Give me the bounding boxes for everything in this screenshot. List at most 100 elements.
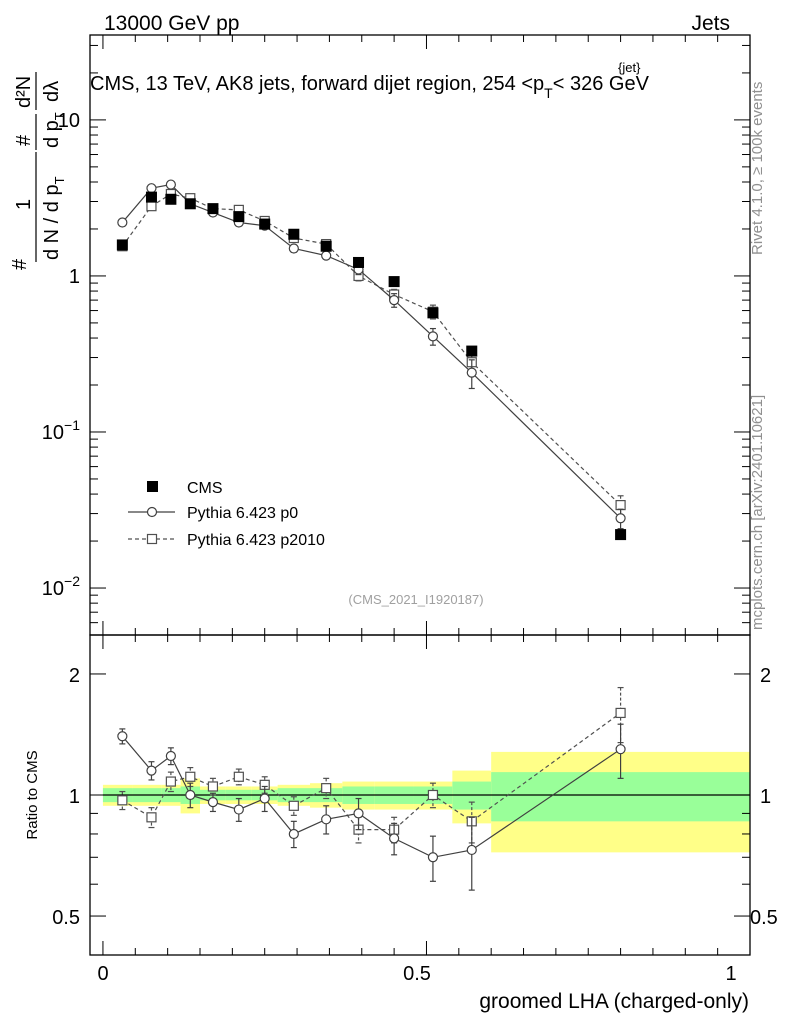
header-right: Jets [691,12,730,35]
cms-point [259,218,271,230]
legend-cms-label: CMS [187,480,223,497]
cms-point [320,240,332,252]
ratio-ytick-0.5-right: 0.5 [750,907,778,929]
p0-point [321,250,332,261]
cms-point [353,256,365,268]
cms-point [388,276,400,288]
top-ytick-label: 10−2 [42,573,80,600]
p2010-point [615,499,626,511]
ratio-series [117,686,626,891]
ylabel-frac3-den: dλ [41,81,63,102]
p2010-ratio-point [146,812,157,823]
top-ylabel: # 1 d N / d pT # d pT d²N dλ [9,72,67,270]
top-title: CMS, 13 TeV, AK8 jets, forward dijet reg… [90,73,650,101]
cms-point [165,193,177,205]
xtick-0: 0 [97,963,108,985]
p0-ratio-point [259,793,270,804]
p0-point [615,513,626,524]
top-series [116,179,627,541]
p2010-ratio-point [207,781,219,792]
legend-p0-marker [146,506,158,518]
p0-ratio-point [353,808,364,819]
legend: CMS Pythia 6.423 p0 Pythia 6.423 p2010 [128,480,325,549]
mcplots-label: mcplots.cern.ch [arXiv:2401.10621] [749,395,766,630]
p0-ratio-point [615,744,626,755]
legend-p2010-label: Pythia 6.423 p2010 [187,532,325,549]
x-axis-label: groomed LHA (charged-only) [479,990,749,1013]
p0-point [117,217,128,228]
p2010-ratio-point [233,771,244,782]
ratio-ylabel: Ratio to CMS [24,750,41,839]
top-title-main: CMS, 13 TeV, AK8 jets, forward dijet reg… [90,73,544,95]
cms-point [184,198,196,210]
top-title-tail: < 326 GeV [553,73,650,95]
p0-point [466,367,477,378]
ytick-exp: −2 [64,573,80,589]
cms-point [615,529,627,541]
xtick-0.5: 0.5 [403,963,431,985]
ylabel-frac3-num: d²N [13,76,35,108]
ytick-base: 1 [69,266,80,288]
p0-ratio-point [466,844,477,856]
top-ytick-label: 10−1 [42,417,80,444]
legend-p0-label: Pythia 6.423 p0 [187,505,298,522]
cms-point [466,345,478,357]
p0-point [165,179,176,190]
p2010-ratio-point [165,776,176,787]
xtick-1: 1 [725,963,736,985]
p0-point [389,295,400,306]
p0-point [146,183,157,194]
cms-point [288,228,300,240]
cms-band-green [491,772,750,822]
p2010-ratio-point [185,771,196,782]
ratio-ytick-2-right: 2 [760,665,771,687]
ratio-ytick-labels: 0.5 1 2 0.5 1 2 [52,665,778,929]
p2010-ratio-point [615,707,626,719]
cms-point [427,307,439,319]
p0-ratio-line [121,735,621,858]
analysis-watermark: (CMS_2021_I1920187) [348,592,483,607]
ytick-base: 10 [42,578,64,600]
x-tick-labels: 0 0.5 1 [97,963,736,985]
p0-line [121,183,622,519]
ytick-exp: −1 [64,417,80,433]
ratio-ytick-0.5: 0.5 [52,907,80,929]
p0-ratio-point [165,750,176,762]
axis-ticks [90,35,751,956]
p2010-ratio-point [321,783,332,794]
p2010-ratio-point [427,789,439,801]
ylabel-dN: d N / d pT [41,176,67,260]
p0-ratio-point [288,828,299,840]
ylabel-frac2-den: d pT [41,112,67,148]
p0-ratio-point [233,804,244,815]
ytick-base: 10 [42,422,64,444]
p2010-ratio-point [117,795,128,806]
cms-point [207,203,219,215]
top-title-sub: T [544,85,553,101]
cms-point [116,239,128,251]
header-left: 13000 GeV pp [104,12,239,35]
ytick-base: 10 [58,110,80,132]
top-title-sup: {jet} [618,60,641,75]
rivet-label: Rivet 4.1.0, ≥ 100k events [749,82,766,255]
legend-cms-marker [147,481,158,492]
ratio-ytick-2: 2 [69,665,80,687]
p0-ratio-point [117,731,128,742]
cms-point [145,191,157,203]
ylabel-hash: # [9,258,31,270]
ylabel-frac2-num: # [13,134,35,146]
top-ytick-label: 10 [58,110,80,132]
ratio-bands [102,751,750,853]
legend-p2010-marker [146,533,158,545]
ratio-ytick-1-right: 1 [760,786,771,808]
p0-ratio-point [207,797,219,808]
p0-ratio-point [321,814,332,825]
p2010-ratio-point [288,800,299,811]
top-ytick-label: 1 [69,266,80,288]
p2010-point [146,201,157,212]
p2010-line [121,193,622,506]
ylabel-one: 1 [13,199,35,210]
p0-point [288,243,299,254]
